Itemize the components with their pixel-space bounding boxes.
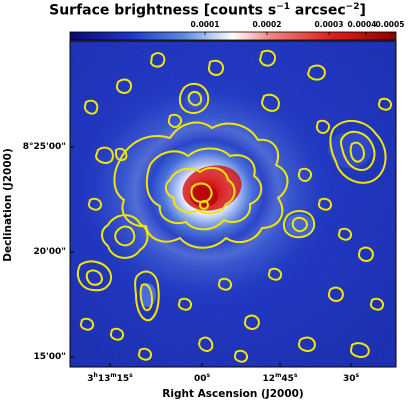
x-tick-s-unit: s: [293, 372, 298, 379]
x-tick-seconds: 45: [281, 374, 294, 384]
y-tick-label: 8°25'00": [22, 142, 66, 152]
title-main: Surface brightness [counts s: [49, 2, 277, 19]
colorbar-tick-label: 0.0002: [252, 20, 282, 29]
axis-ticks: [70, 146, 352, 367]
colorbar-tick-labels: 0.0001 0.0002 0.0003 0.0004 0.0005: [70, 20, 405, 32]
x-axis-label: Right Ascension (J2000): [162, 388, 304, 400]
xray-image: [70, 41, 396, 367]
colorbar-tick-label: 0.0005: [375, 20, 405, 29]
x-tick-minutes: 13: [97, 374, 111, 384]
title-mid: arcsec: [290, 2, 346, 19]
title-exponent-1: −1: [276, 2, 290, 12]
x-tick-label: 00s: [194, 372, 210, 384]
x-tick-m-unit: m: [110, 372, 117, 379]
x-tick-hours: 3: [87, 374, 94, 384]
radio-contours: [76, 49, 392, 363]
figure-title: Surface brightness [counts s−1 arcsec−2]: [0, 2, 415, 19]
x-tick-label: 30s: [343, 372, 359, 384]
y-axis-label: Declination (J2000): [2, 148, 14, 262]
x-tick-label: 12m45s: [263, 372, 298, 384]
x-tick-seconds: 30: [342, 374, 356, 384]
x-tick-label: 3h13m15s: [87, 372, 132, 384]
x-tick-s-unit: s: [206, 372, 211, 379]
title-exponent-2: −2: [345, 2, 360, 12]
x-tick-seconds: 15: [116, 374, 130, 384]
y-tick-label: 15'00": [33, 352, 67, 362]
y-tick-label: 20'00": [33, 247, 67, 257]
x-tick-m-unit: m: [275, 372, 282, 379]
x-tick-h-unit: h: [93, 372, 98, 379]
x-tick-s-unit: s: [355, 372, 360, 379]
colorbar-tick-label: 0.0001: [190, 20, 220, 29]
colorbar-ticks: [204, 32, 393, 35]
x-tick-minutes: 12: [262, 374, 276, 384]
colorbar: [69, 31, 397, 41]
colorbar-tick-label: 0.0003: [314, 20, 344, 29]
title-end: ]: [359, 2, 366, 19]
plot-frame: [69, 40, 397, 368]
colorbar-tick-label: 0.0004: [347, 20, 377, 29]
x-tick-s-unit: s: [129, 372, 133, 379]
x-tick-seconds: 00: [193, 374, 207, 384]
